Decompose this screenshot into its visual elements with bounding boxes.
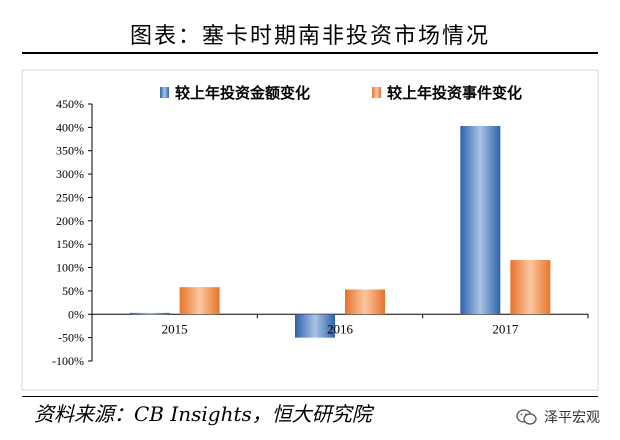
y-tick-label: 350% [56,144,84,158]
y-tick-label: 100% [56,261,84,275]
y-tick-label: 50% [62,284,84,298]
legend-swatch-1 [372,87,381,98]
bar-events-2016 [345,289,385,315]
y-tick-label: -50% [58,331,84,345]
y-tick-label: 450% [56,97,84,111]
y-tick-label: 0% [68,307,84,321]
y-tick-label: 250% [56,190,84,204]
legend-label-1: 较上年投资事件变化 [387,84,522,102]
figure-title: 图表：塞卡时期南非投资市场情况 [129,24,490,49]
y-tick-label: 400% [56,120,84,134]
bar-chart: -100% -50% 0% 50% 100% 150% 200% 250% 300% 350% 40… [21,69,599,391]
bar-events-2015 [179,287,220,315]
source-note: 资料来源：CB Insights，恒大研究院 [34,402,372,426]
wechat-icon [516,409,537,425]
legend-label-0: 较上年投资金额变化 [175,84,310,102]
bar-amount-2016 [295,314,335,338]
x-tick-label: 2017 [492,321,519,336]
legend-swatch-0 [160,87,169,98]
source-rule [22,396,598,397]
y-tick-label: 150% [56,237,84,251]
bar-events-2017 [510,260,551,315]
watermark-label: 泽平宏观 [544,410,600,426]
y-tick-label: 200% [56,214,84,228]
bar-amount-2015 [129,312,170,315]
y-tick-label: 300% [56,167,84,181]
x-tick-label: 2016 [327,321,354,336]
y-tick-label: -100% [52,354,84,368]
chart-frame [21,69,599,391]
bar-amount-2017 [460,125,501,315]
title-underline [22,52,598,54]
watermark: 泽平宏观 [516,407,600,427]
x-tick-label: 2015 [162,321,188,336]
